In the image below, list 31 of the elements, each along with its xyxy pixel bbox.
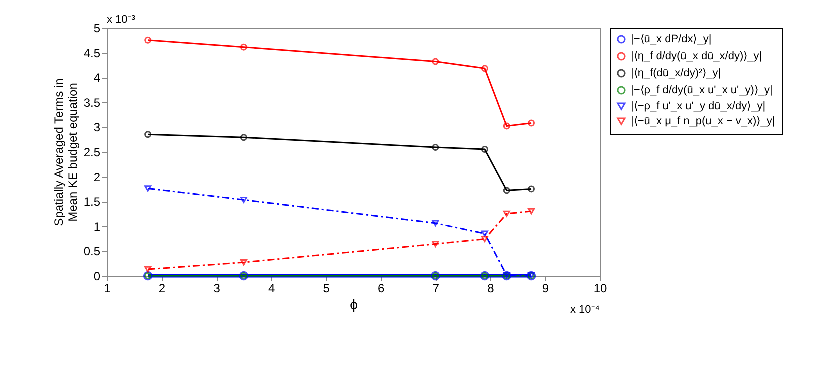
text: x 10⁻⁴ bbox=[570, 304, 600, 316]
x-tick-label: 3 bbox=[214, 282, 221, 296]
x-tick-label: 6 bbox=[378, 282, 386, 296]
legend-label: |⟨η_f(dū_x/dy)²⟩_y| bbox=[631, 68, 722, 80]
y-tick-label: 0.5 bbox=[84, 244, 101, 259]
y-axis-title: Spatially Averaged Terms in Mean KE budget equation bbox=[52, 78, 80, 226]
y-tick-label: 2.5 bbox=[84, 146, 101, 160]
x-tick-label: 9 bbox=[542, 282, 550, 296]
x-tick-label: 1 bbox=[104, 282, 112, 296]
x-axis-title: ϕ bbox=[350, 296, 358, 312]
y-tick-label: 1 bbox=[94, 220, 101, 234]
x-tick-label: 4 bbox=[268, 282, 276, 296]
y-tick-label: 3.5 bbox=[84, 96, 101, 110]
legend-label: |⟨η_f d/dy(ū_x dū_x/dy)⟩_y| bbox=[631, 50, 762, 62]
x-tick-label: 5 bbox=[323, 282, 330, 296]
x-tick-label: 10 bbox=[594, 282, 608, 296]
legend-label: |−⟨ρ_f d/dy(ū_x u'_x u'_y)⟩_y| bbox=[631, 84, 773, 96]
x-tick-label: 7 bbox=[432, 282, 440, 296]
x-tick-label: 8 bbox=[488, 282, 495, 296]
legend-label: |⟨−ρ_f u'_x u'_y dū_x/dy⟩_y| bbox=[631, 100, 766, 112]
y-tick-label: 4.5 bbox=[84, 46, 101, 60]
y-tick-label: 3 bbox=[94, 120, 101, 135]
y-tick-label: 2 bbox=[94, 170, 101, 184]
x-tick-label: 2 bbox=[158, 282, 166, 296]
legend-label: |−⟨ū_x dP/dx⟩_y| bbox=[631, 34, 712, 46]
y-tick-label: 0 bbox=[94, 270, 101, 284]
y-tick-label: 1.5 bbox=[84, 195, 101, 210]
y-tick-label: 4 bbox=[94, 71, 101, 86]
text: x 10⁻³ bbox=[107, 14, 136, 26]
legend-label: |⟨−ū_x μ_f n_p(u_x − v_x)⟩_y| bbox=[631, 116, 776, 128]
y-tick-label: 5 bbox=[94, 22, 101, 36]
